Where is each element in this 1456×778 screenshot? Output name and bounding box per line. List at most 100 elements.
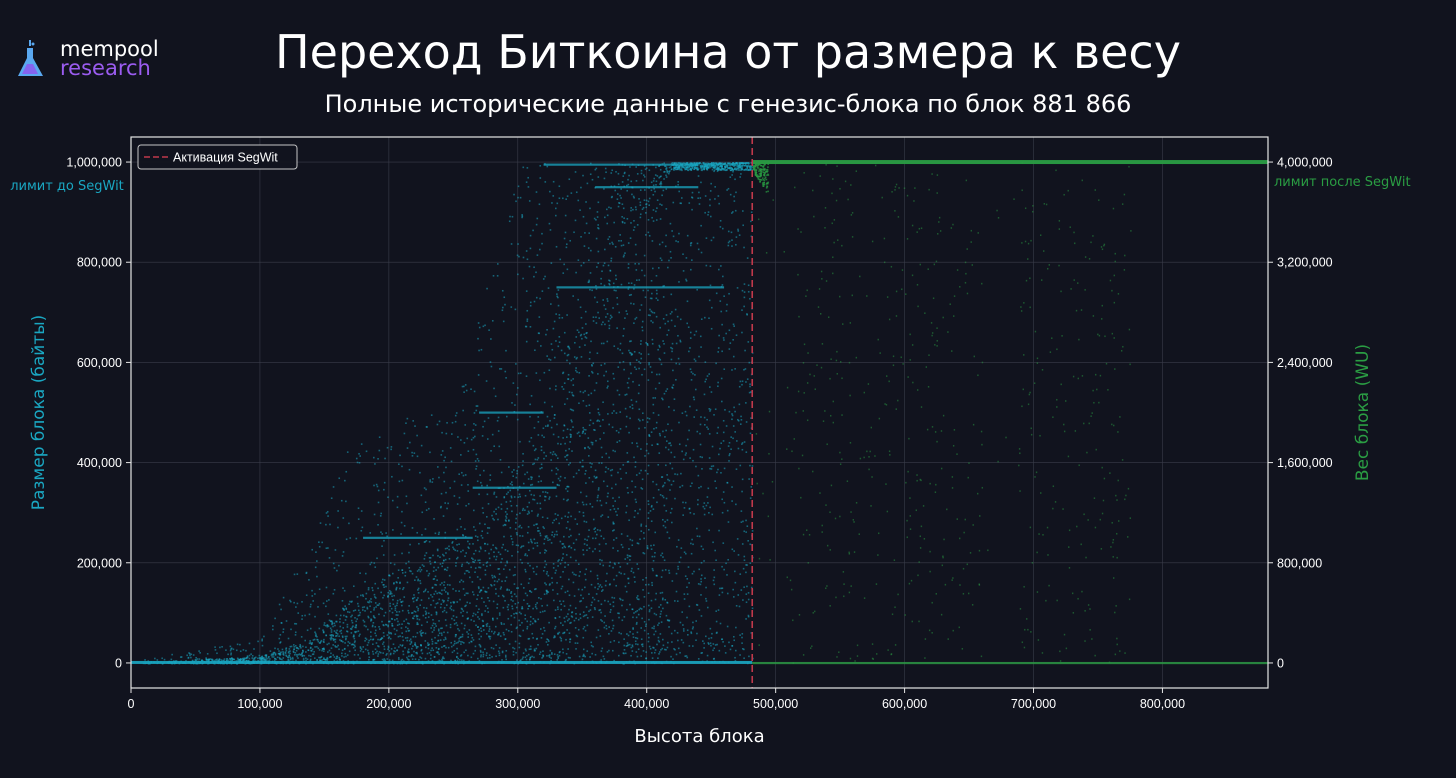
size-point [457,641,459,644]
size-point [665,168,667,170]
size-point [238,660,241,662]
size-point [547,424,549,426]
size-point [662,644,665,647]
size-point [728,164,731,166]
size-point [371,625,374,628]
size-point [688,350,690,353]
size-point [556,533,558,536]
size-point [550,657,552,659]
size-point [626,535,629,537]
size-point [567,656,570,659]
size-point [495,555,498,558]
size-point [709,410,711,412]
size-point [445,432,448,435]
size-point [323,657,325,659]
size-point [416,606,418,608]
size-point [354,626,356,629]
size-point [730,166,733,169]
size-point [187,661,190,663]
size-point [549,387,551,390]
size-point [594,469,597,472]
size-point [567,613,569,615]
size-point [423,565,425,568]
size-point [657,636,660,639]
size-point [322,661,325,663]
size-point [411,658,414,661]
size-point [341,652,343,655]
size-point [639,661,642,664]
size-point [657,267,660,269]
size-point [206,660,208,663]
size-point [381,533,384,535]
size-point [352,634,355,637]
size-point [416,623,418,626]
size-point [633,576,636,578]
size-point [384,457,386,460]
size-point [290,628,292,631]
size-point [556,593,559,595]
size-point [229,661,232,663]
size-point [341,600,344,602]
size-point [743,648,745,651]
size-point [662,597,664,600]
size-point [216,652,218,655]
size-point [641,478,644,481]
size-point [339,618,341,620]
size-point [454,549,457,552]
size-point [447,599,449,602]
size-point [453,480,456,483]
size-point [401,658,404,661]
size-point [531,483,534,486]
size-point [521,535,524,537]
size-point [717,351,720,353]
size-point [329,656,332,658]
size-point [517,243,519,245]
size-point [438,659,441,662]
size-point [366,661,369,664]
size-point [594,296,596,299]
size-point [263,658,265,660]
size-point [309,605,312,608]
size-point [741,448,744,451]
size-point [393,554,396,556]
size-point [542,655,544,658]
size-point [541,466,543,469]
size-point [387,594,390,597]
size-point [403,525,406,527]
size-point [607,600,610,603]
size-point [214,646,216,648]
size-point [582,655,584,657]
size-point [682,641,685,644]
size-point [672,384,675,386]
size-point [529,304,532,307]
size-point [717,195,720,197]
size-point [618,616,620,619]
size-point [721,587,724,590]
size-point [464,474,467,476]
size-point [248,662,250,665]
size-point [271,656,274,658]
size-point [620,283,623,286]
size-point [585,323,587,325]
size-point [342,627,345,629]
size-point [660,363,663,366]
size-point [592,550,594,553]
size-point [477,586,480,588]
size-point [701,168,704,170]
size-point [340,661,343,663]
size-point [670,660,672,663]
size-point [647,219,650,221]
size-point [299,643,302,646]
size-point [340,629,343,632]
size-point [526,654,528,657]
size-point [526,258,529,261]
size-point [684,575,687,577]
size-point [700,662,702,664]
size-point [507,491,509,494]
size-point [644,189,646,191]
size-point [665,176,668,178]
size-point [468,547,470,550]
size-point [368,658,370,661]
size-point [302,657,305,660]
size-point [669,489,671,491]
